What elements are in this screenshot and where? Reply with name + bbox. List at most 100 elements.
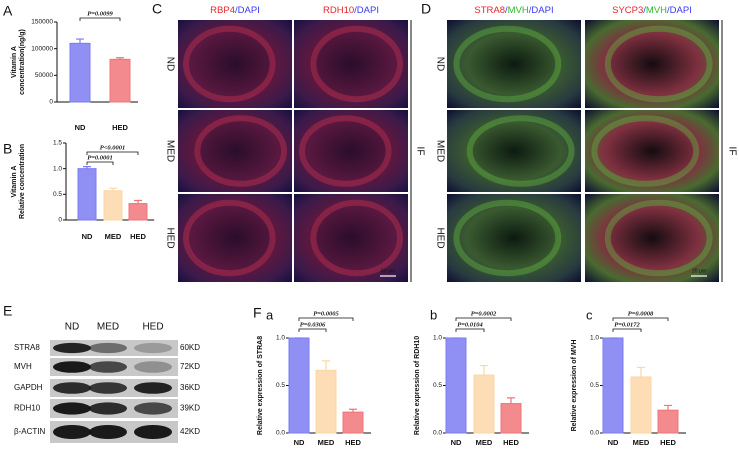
- panel-label: D: [421, 1, 431, 17]
- significance-bracket: [455, 317, 512, 321]
- bar: [445, 337, 467, 434]
- stain-label: RBP4: [210, 5, 235, 16]
- tubule: [453, 25, 562, 103]
- micrograph: [447, 20, 581, 108]
- micrograph: [178, 110, 292, 192]
- tubule: [310, 25, 404, 103]
- significance-bracket: [79, 17, 121, 21]
- x-tick-label: ND: [608, 438, 619, 447]
- size-label: 60KD: [180, 343, 200, 352]
- tubule: [604, 199, 713, 277]
- y-tick-label: 0: [49, 99, 53, 106]
- y-tick-label: 1.0: [53, 165, 62, 172]
- tubule: [310, 199, 404, 277]
- micrograph: [294, 20, 408, 108]
- blot-band: [89, 361, 127, 373]
- bar: [342, 411, 364, 434]
- stain-label: STRA8: [474, 5, 505, 16]
- x-tick-label: ND: [451, 438, 462, 447]
- y-axis-label: Vitamin A: [11, 166, 18, 198]
- blot-band: [53, 402, 91, 415]
- x-tick-label: MED: [318, 438, 335, 447]
- error-bar: [76, 38, 84, 44]
- protein-label: GAPDH: [14, 383, 43, 392]
- row-label: MED: [434, 140, 445, 162]
- y-axis-label: Relative concentration: [19, 144, 26, 219]
- significance-bracket: [298, 317, 354, 321]
- significance-bracket: [612, 317, 669, 321]
- x-tick-label: MED: [105, 232, 122, 241]
- blot-band: [134, 382, 172, 394]
- error-bar: [664, 404, 672, 411]
- stain-label: /DAPI: [235, 5, 260, 16]
- y-tick-label: 150000: [31, 19, 53, 26]
- p-value: P=0.0104: [457, 321, 483, 328]
- x-tick-label: ND: [294, 438, 305, 447]
- size-label: 36KD: [180, 383, 200, 392]
- x-tick-label: MED: [633, 438, 650, 447]
- x-tick-label: MED: [476, 438, 493, 447]
- p-value: P=0.0005: [313, 310, 339, 317]
- bar: [128, 203, 148, 221]
- y-tick-label: 0.0: [276, 430, 285, 437]
- stain-label: /DAPI: [354, 5, 379, 16]
- lane-label: HED: [142, 322, 163, 333]
- y-axis-label: Relative expression of STRA8: [257, 336, 264, 435]
- panel-label: E: [3, 303, 12, 319]
- protein-label: β-ACTIN: [14, 427, 45, 436]
- micrograph: [447, 110, 581, 192]
- y-tick-label: 1.0: [276, 335, 285, 342]
- y-tick-label: 50000: [35, 72, 53, 79]
- p-value: P<0.0001: [100, 144, 126, 151]
- error-bar: [116, 57, 124, 60]
- blot-band: [53, 382, 91, 394]
- protein-label: MVH: [14, 362, 32, 371]
- y-tick-label: 0.0: [433, 430, 442, 437]
- y-tick-label: 0.5: [53, 191, 62, 198]
- y-axis-label: Relative expression of RDH10: [414, 336, 421, 435]
- micrograph: [585, 194, 719, 282]
- micrograph: [585, 110, 719, 192]
- significance-bracket: [86, 161, 114, 165]
- micrograph: [178, 20, 292, 108]
- size-label: 39KD: [180, 404, 200, 413]
- error-bar: [349, 408, 357, 413]
- bar: [473, 374, 495, 434]
- x-tick-label: HED: [503, 438, 519, 447]
- scale-label: 20 μm: [692, 268, 706, 274]
- bar: [69, 42, 91, 103]
- p-value: P=0.0001: [87, 154, 113, 161]
- column-header: STRA8/MVH/DAPI: [474, 5, 553, 16]
- panel-label: C: [152, 1, 162, 17]
- stain-label: /: [643, 5, 646, 16]
- lane-label: ND: [65, 322, 79, 333]
- stain-label: /DAPI: [667, 5, 692, 16]
- error-bar: [637, 366, 645, 377]
- column-header: SYCP3/MVH/DAPI: [612, 5, 692, 16]
- error-bar: [83, 166, 91, 169]
- subpanel-label: c: [586, 307, 593, 322]
- blot-band: [134, 424, 172, 440]
- bar: [103, 190, 123, 221]
- p-value: P=0.0099: [87, 10, 113, 17]
- tubule: [591, 115, 700, 187]
- significance-bracket: [86, 151, 139, 155]
- blot-band: [89, 424, 127, 440]
- blot-band: [89, 342, 127, 354]
- size-label: 72KD: [180, 362, 200, 371]
- micrograph: [294, 194, 408, 282]
- significance-bracket: [455, 328, 485, 332]
- x-tick-label: ND: [82, 232, 93, 241]
- error-bar: [322, 360, 330, 371]
- blot-band: [134, 361, 172, 373]
- stain-label: SYCP3: [612, 5, 643, 16]
- bar: [288, 337, 310, 434]
- tubule: [182, 199, 276, 277]
- tubule: [466, 115, 575, 187]
- row-label: ND: [434, 57, 445, 71]
- p-value: P=0.0172: [614, 321, 640, 328]
- x-tick-label: HED: [112, 123, 128, 132]
- bar: [315, 369, 337, 434]
- row-label: HED: [164, 227, 175, 248]
